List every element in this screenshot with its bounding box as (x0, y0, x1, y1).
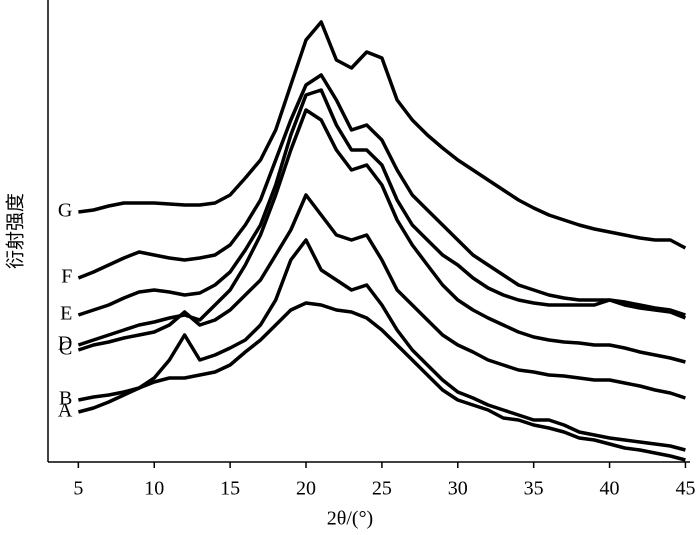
y-axis-label: 衍射强度 (5, 193, 27, 269)
x-axis-label: 2θ/(°) (327, 508, 373, 530)
series-line (77, 193, 686, 400)
series-line (77, 108, 686, 364)
series-label: C (59, 338, 72, 360)
series-label: B (59, 388, 72, 410)
x-tick-label: 30 (448, 478, 468, 500)
x-tick-label: 20 (296, 478, 316, 500)
series-label: G (58, 200, 72, 222)
series-line (77, 301, 686, 462)
series-line (78, 20, 687, 250)
x-tick-label: 35 (524, 478, 544, 500)
series-line (78, 238, 686, 452)
series-line (77, 88, 687, 320)
series-label: E (60, 303, 72, 325)
x-tick-label: 10 (144, 478, 164, 500)
x-tick-label: 15 (220, 478, 240, 500)
x-tick-label: 45 (675, 478, 695, 500)
series-label: D (58, 333, 72, 355)
series-label: A (58, 400, 73, 422)
x-tick-label: 5 (73, 478, 83, 500)
x-tick-label: 25 (372, 478, 392, 500)
series-line (77, 73, 686, 317)
x-tick-label: 40 (600, 478, 620, 500)
series-label: F (61, 266, 72, 288)
